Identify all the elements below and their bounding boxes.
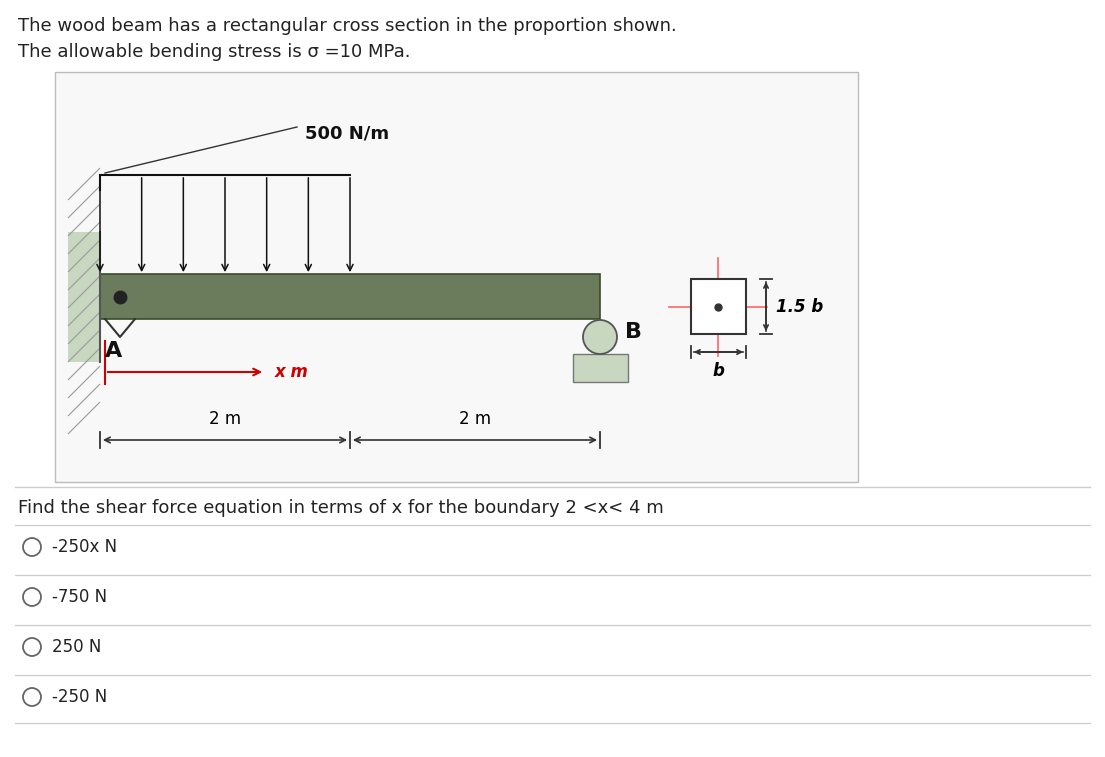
Text: 500 N/m: 500 N/m [305, 125, 389, 143]
Text: -250 N: -250 N [52, 688, 107, 706]
Circle shape [23, 588, 41, 606]
Circle shape [583, 320, 617, 354]
Bar [55, 72, 857, 482]
Text: b: b [712, 362, 724, 380]
Text: 250 N: 250 N [52, 638, 102, 656]
Text: 2 m: 2 m [459, 410, 491, 428]
Circle shape [23, 688, 41, 706]
Bar [691, 279, 746, 334]
Circle shape [23, 538, 41, 556]
Text: 2 m: 2 m [209, 410, 241, 428]
Text: -250x N: -250x N [52, 538, 117, 556]
Circle shape [23, 638, 41, 656]
Text: A: A [105, 341, 123, 361]
Bar [573, 354, 628, 382]
Text: The wood beam has a rectangular cross section in the proportion shown.: The wood beam has a rectangular cross se… [18, 17, 676, 35]
Text: The allowable bending stress is σ =10 MPa.: The allowable bending stress is σ =10 MP… [18, 43, 410, 61]
Text: x m: x m [275, 363, 309, 381]
Bar [69, 232, 99, 362]
Text: B: B [625, 322, 642, 342]
Text: Find the shear force equation in terms of x for the boundary 2 <x< 4 m: Find the shear force equation in terms o… [18, 499, 664, 517]
Bar [99, 274, 600, 319]
Text: 1.5 b: 1.5 b [776, 298, 823, 316]
Text: -750 N: -750 N [52, 588, 107, 606]
